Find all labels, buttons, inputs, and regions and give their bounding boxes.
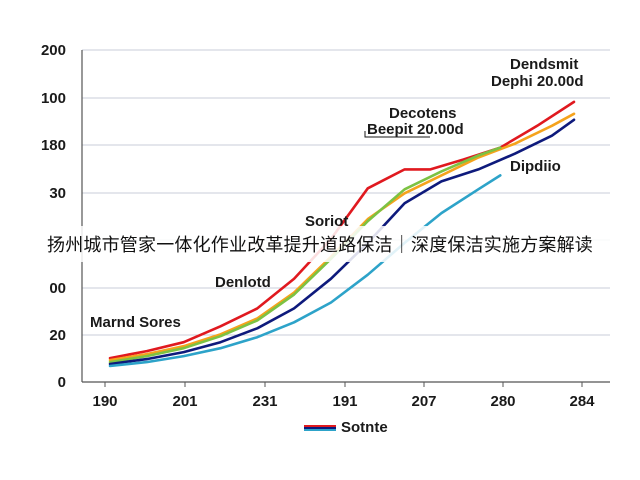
x-tick-label: 280 bbox=[490, 393, 515, 410]
annotation-leader bbox=[364, 131, 430, 138]
x-tick-label: 284 bbox=[569, 393, 595, 410]
y-tick-label: 20 bbox=[49, 327, 66, 344]
annotation-label: Soriot bbox=[305, 213, 348, 230]
x-tick-labels: 190 201 231 191 207 280 284 bbox=[92, 393, 595, 410]
x-tick-label: 191 bbox=[332, 393, 357, 410]
annotation-label: Beepit 20.00d bbox=[367, 121, 464, 138]
y-tick-label: 0 bbox=[58, 374, 66, 391]
x-tick-label: 231 bbox=[252, 393, 277, 410]
legend-label: Sotnte bbox=[341, 419, 388, 436]
caption-text: 扬州城市管家一体化作业改革提升道路保洁｜深度保洁实施方案解读 bbox=[47, 235, 593, 256]
annotation-label: Decotens bbox=[389, 105, 457, 122]
legend: Sotnte bbox=[304, 419, 388, 436]
y-tick-label: 200 bbox=[41, 42, 66, 59]
y-tick-label: 180 bbox=[41, 137, 66, 154]
annotation-label: Dipdiio bbox=[510, 158, 561, 175]
y-tick-label: 00 bbox=[49, 280, 66, 297]
annotation-label: Marnd Sores bbox=[90, 314, 181, 331]
y-tick-label: 30 bbox=[49, 185, 66, 202]
x-tick-label: 190 bbox=[92, 393, 117, 410]
axes bbox=[81, 50, 610, 387]
annotation-label: Dephi 20.00d bbox=[491, 73, 584, 90]
x-tick-label: 207 bbox=[411, 393, 436, 410]
annotation-label: Denlotd bbox=[215, 274, 271, 291]
y-tick-label: 100 bbox=[41, 90, 66, 107]
series-line-3 bbox=[108, 146, 502, 364]
y-tick-labels: 0 20 00 30 180 100 200 bbox=[41, 42, 66, 391]
annotation-label: Dendsmit bbox=[510, 56, 578, 73]
series-line-5 bbox=[108, 174, 502, 368]
overlay-caption-banner: 扬州城市管家一体化作业改革提升道路保洁｜深度保洁实施方案解读 bbox=[0, 226, 640, 262]
x-tick-label: 201 bbox=[172, 393, 197, 410]
